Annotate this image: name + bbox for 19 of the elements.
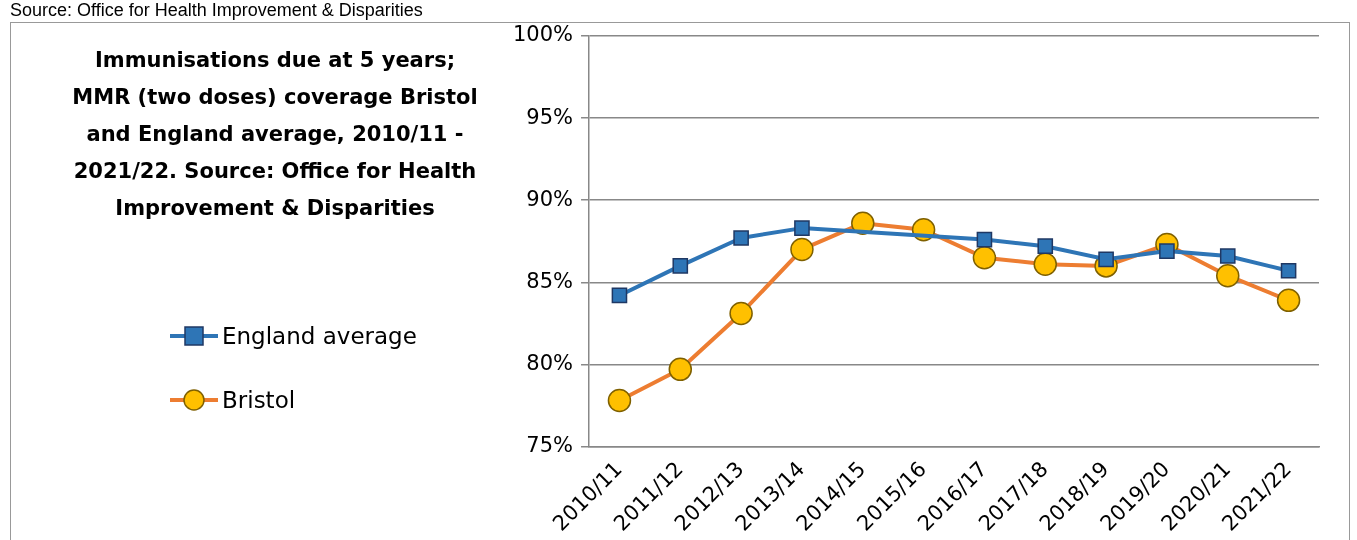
text: Immunisations due at 5 years; MMR (two doses) coverage Bristol and England average, 2010/11 - 2021/22. Source: Office for Health Improvement & Disparities <box>71 47 479 222</box>
y-tick-label: 100% <box>512 22 574 47</box>
point <box>976 231 993 248</box>
point <box>1280 262 1297 279</box>
y-tick-label: 90% <box>526 186 574 211</box>
point <box>733 230 749 246</box>
point <box>794 220 810 236</box>
legend-label: England average <box>222 323 417 349</box>
y-tick-label: 95% <box>526 104 574 129</box>
point <box>672 258 689 274</box>
legend-label: Bristol <box>222 387 296 413</box>
point <box>1098 251 1114 268</box>
y-tick-label: 80% <box>526 350 574 375</box>
point <box>1037 238 1054 254</box>
point <box>611 287 628 304</box>
source-note: Source: Office for Health Improvement & Disparities <box>10 0 423 21</box>
y-tick-label: 85% <box>526 268 574 293</box>
y-tick-label: 75% <box>526 432 574 457</box>
point <box>1219 248 1236 264</box>
